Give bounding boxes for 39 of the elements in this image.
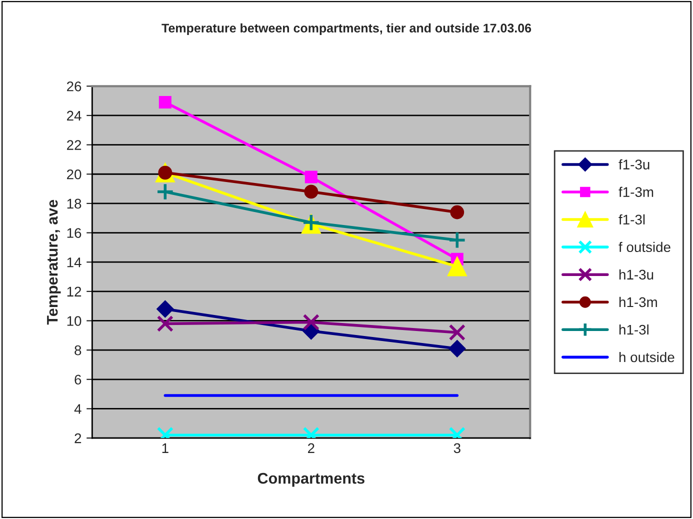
legend-label: h1-3m bbox=[619, 296, 657, 308]
legend-label: h outside bbox=[619, 352, 674, 362]
legend-label: f1-3m bbox=[618, 186, 654, 197]
point bbox=[302, 314, 320, 331]
point bbox=[304, 170, 318, 184]
legend-label: f1-3l bbox=[618, 214, 645, 225]
point bbox=[158, 96, 172, 109]
x-tick-label: 2 bbox=[308, 443, 314, 453]
point bbox=[448, 231, 466, 250]
point bbox=[448, 324, 466, 341]
y-tick-label: 2 bbox=[74, 433, 82, 444]
x-axis-title: Compartments bbox=[258, 472, 364, 487]
y-tick-label: 8 bbox=[74, 345, 82, 356]
y-tick-label: 10 bbox=[67, 316, 82, 326]
y-axis-title: Temperature, ave bbox=[47, 200, 61, 325]
point bbox=[156, 315, 174, 332]
y-tick-label: 6 bbox=[74, 374, 82, 385]
y-tick-label: 18 bbox=[67, 198, 82, 209]
y-tick-label: 14 bbox=[67, 258, 82, 268]
point bbox=[156, 300, 174, 318]
legend-label: f1-3u bbox=[618, 159, 650, 170]
point bbox=[450, 205, 464, 220]
x-tick-label: 3 bbox=[454, 443, 460, 454]
y-tick-label: 22 bbox=[67, 140, 82, 150]
y-tick-label: 16 bbox=[67, 228, 82, 238]
point bbox=[304, 184, 318, 199]
y-tick-label: 12 bbox=[67, 286, 82, 296]
y-tick-label: 20 bbox=[67, 169, 82, 180]
point bbox=[447, 256, 467, 276]
x-tick-label: 1 bbox=[162, 443, 168, 453]
chart-title: Temperature between compartments, tier and outside 17.03.06 bbox=[162, 23, 532, 36]
legend-label: f outside bbox=[618, 242, 670, 252]
legend-label: h1-3u bbox=[619, 269, 654, 280]
legend-label: h1-3l bbox=[619, 324, 648, 335]
y-tick-label: 4 bbox=[74, 404, 82, 414]
point bbox=[448, 340, 466, 358]
y-tick-label: 26 bbox=[67, 81, 82, 92]
point bbox=[156, 182, 174, 201]
y-tick-label: 24 bbox=[67, 110, 82, 121]
